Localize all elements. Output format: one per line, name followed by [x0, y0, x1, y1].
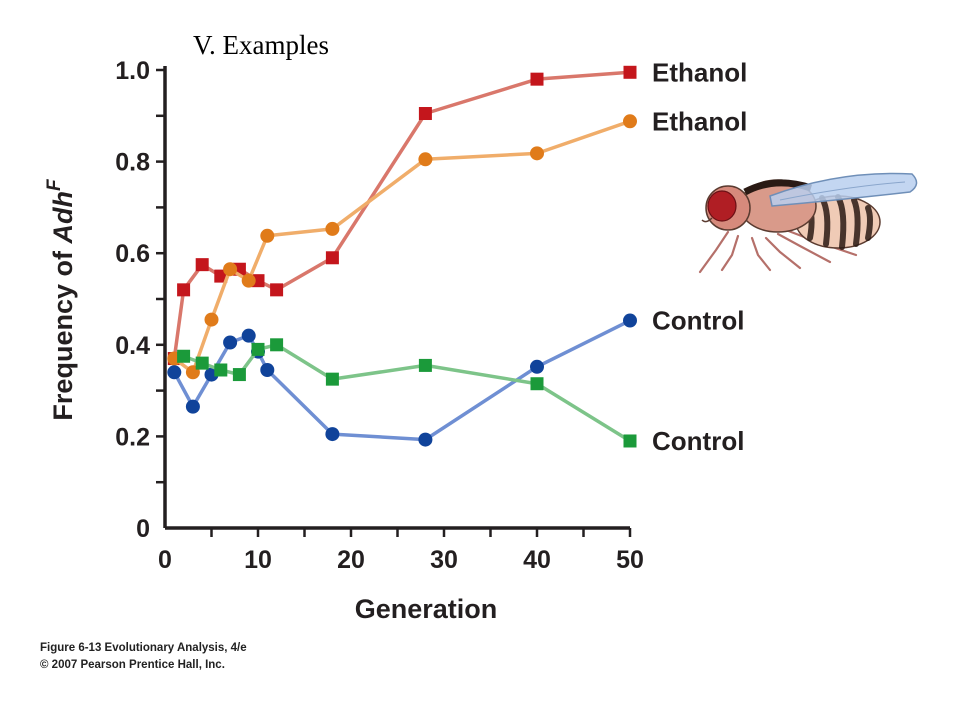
y-axis-label-prefix: Frequency of [48, 244, 78, 421]
data-point [325, 427, 340, 442]
y-axis-label-superscript: F [44, 178, 65, 191]
data-point [185, 399, 200, 414]
data-point [325, 251, 339, 265]
fruit-fly-icon [698, 172, 918, 274]
data-point [195, 258, 209, 272]
data-point [232, 368, 246, 382]
series-0 [167, 65, 637, 366]
data-point [214, 363, 228, 377]
x-tick-label: 20 [337, 546, 365, 574]
series-line [172, 70, 631, 359]
y-tick-label: 0.2 [115, 423, 150, 451]
data-point [418, 152, 433, 167]
data-point [418, 107, 432, 121]
x-tick-label: 0 [158, 546, 172, 574]
y-tick-label: 0.6 [115, 240, 150, 268]
series-3 [177, 338, 637, 448]
chart-series [167, 65, 637, 448]
x-tick-label: 30 [430, 546, 458, 574]
slide-title: V. Examples [193, 30, 329, 60]
data-point [260, 228, 275, 243]
y-axis-label: Frequency of AdhF [44, 178, 78, 421]
data-point [623, 65, 637, 79]
data-point [204, 312, 219, 327]
y-axis-label-gene: Adh [48, 191, 78, 244]
legend-label: Control [652, 306, 744, 336]
data-point [530, 146, 544, 161]
data-point [223, 262, 238, 277]
data-point [530, 72, 544, 86]
data-point [241, 273, 256, 288]
legend-label: Control [652, 426, 744, 456]
data-point [177, 283, 191, 297]
data-point [530, 377, 544, 391]
chart-legend: Ethanol Ethanol Control Control [652, 57, 747, 456]
caption-line-1: Figure 6-13 Evolutionary Analysis, 4/e [40, 642, 247, 654]
caption-line-2: © 2007 Pearson Prentice Hall, Inc. [40, 659, 225, 671]
data-point [623, 434, 637, 448]
x-axis-label: Generation [355, 594, 498, 624]
y-tick-label: 1.0 [115, 57, 150, 85]
data-point [260, 362, 275, 377]
data-point [241, 328, 256, 343]
chart-axes: 0 0.2 0.4 0.6 0.8 1.0 0 10 20 30 40 50 [115, 57, 644, 574]
data-point [167, 365, 182, 380]
data-point [270, 283, 284, 297]
data-point [195, 356, 209, 370]
x-tick-label: 40 [523, 546, 551, 574]
data-point [270, 338, 284, 352]
legend-label: Ethanol [652, 57, 747, 87]
data-point [530, 359, 544, 374]
x-tick-label: 10 [244, 546, 272, 574]
y-tick-label: 0.4 [115, 332, 150, 360]
legend-label: Ethanol [652, 106, 747, 136]
x-tick-label: 50 [616, 546, 644, 574]
data-point [623, 313, 637, 328]
series-line [173, 119, 631, 375]
data-point [251, 342, 265, 356]
figure-caption: Figure 6-13 Evolutionary Analysis, 4/e ©… [40, 640, 247, 674]
data-point [418, 432, 433, 447]
series-line [182, 343, 631, 443]
data-point [325, 221, 340, 236]
y-tick-label: 0.8 [115, 149, 150, 177]
data-point [418, 358, 432, 372]
data-point [623, 114, 637, 129]
data-point [214, 269, 228, 283]
data-point [223, 335, 238, 350]
data-point [177, 349, 191, 363]
data-point [325, 372, 339, 386]
y-tick-label: 0 [136, 515, 150, 543]
